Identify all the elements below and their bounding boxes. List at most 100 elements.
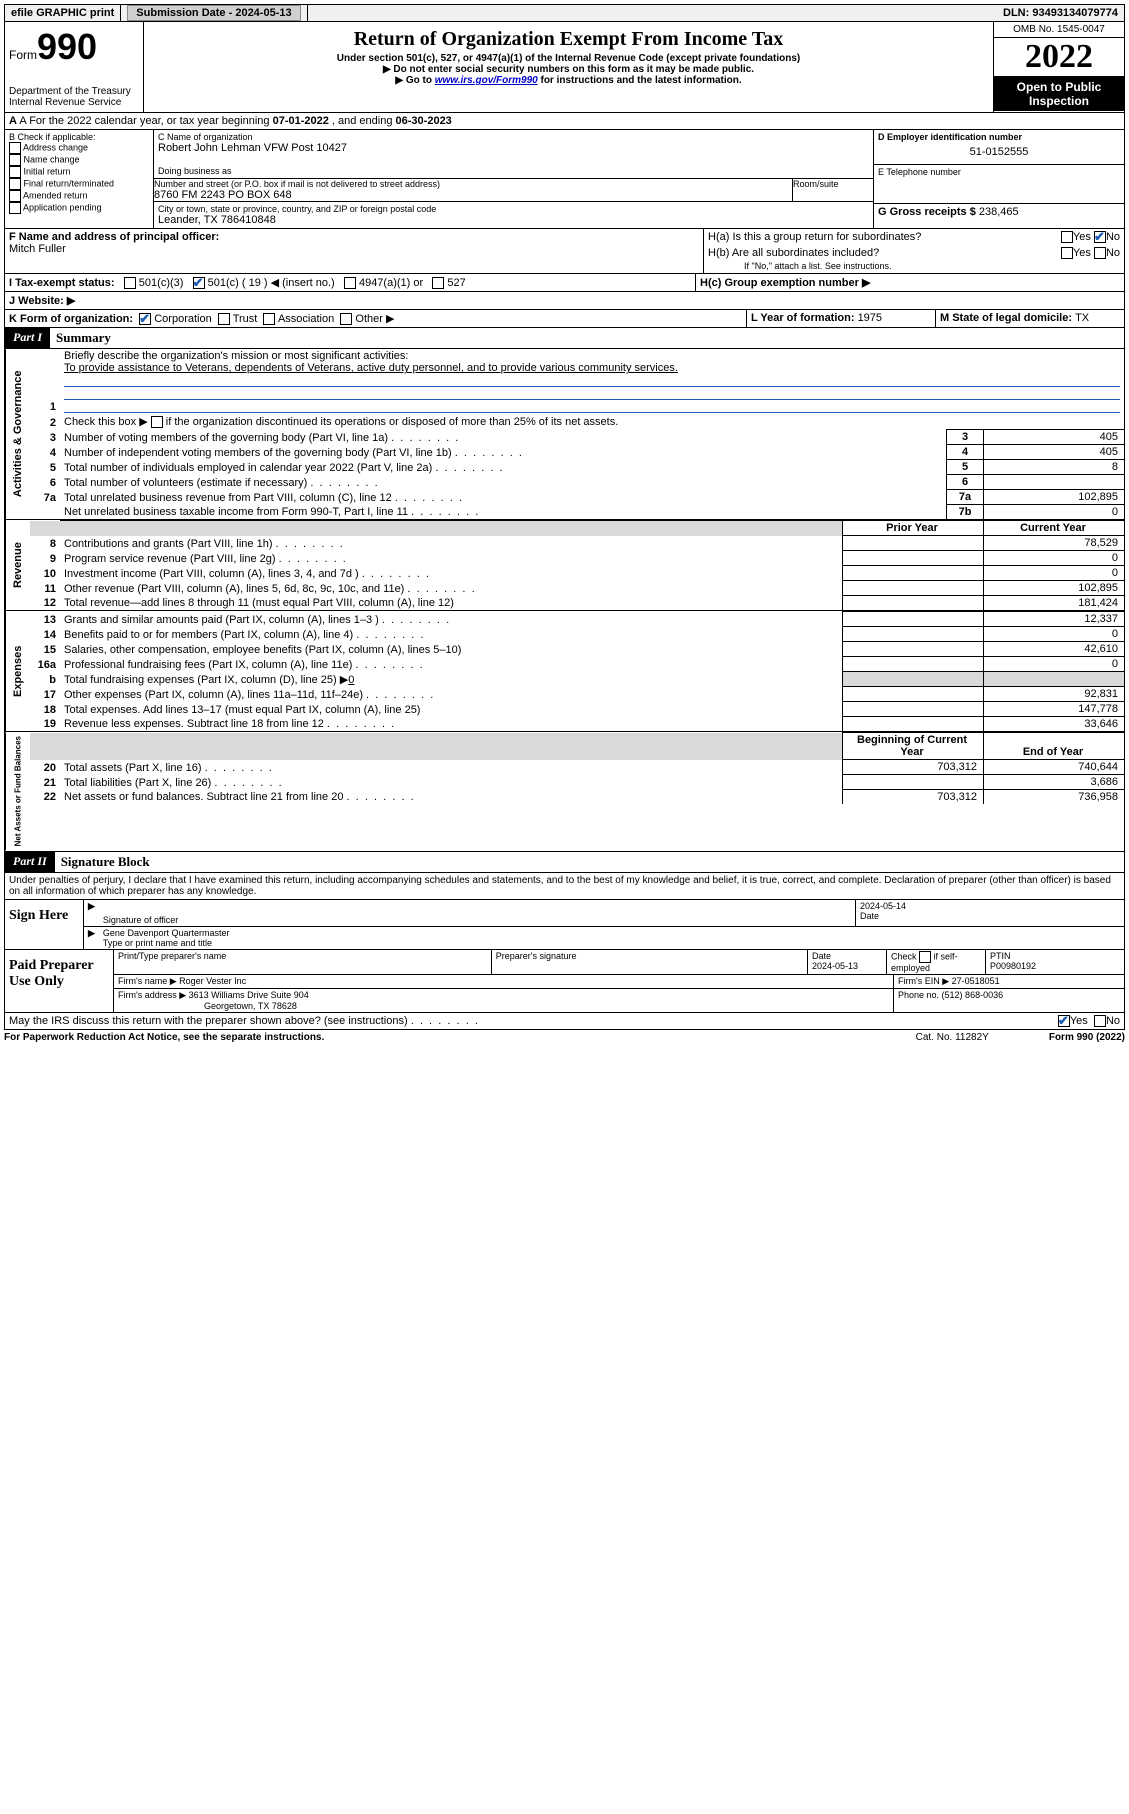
signature-block: Under penalties of perjury, I declare th… [4,873,1125,1030]
section-h: H(a) Is this a group return for subordin… [704,229,1124,273]
org-name: Robert John Lehman VFW Post 10427 [158,142,869,154]
section-b-label: B Check if applicable: [9,132,149,142]
part1-title: Summary [50,328,117,348]
form-header: Form990 Department of the Treasury Inter… [4,22,1125,113]
dept-treasury: Department of the Treasury [9,86,139,97]
mission-text: To provide assistance to Veterans, depen… [64,362,678,374]
netassets-block: Net Assets or Fund Balances Beginning of… [4,732,1125,851]
part1-header-row: Part I Summary [4,328,1125,349]
netassets-table: Beginning of Current YearEnd of Year 20T… [30,732,1124,804]
prep-sig-label: Preparer's signature [492,950,808,974]
section-j: J Website: ▶ [4,292,1125,310]
section-k: K Form of organization: Corporation Trus… [5,310,747,327]
may-irs: May the IRS discuss this return with the… [9,1015,1058,1027]
section-m: M State of legal domicile: TX [936,310,1124,327]
check-address[interactable]: Address change [9,142,149,154]
expenses-table: 13Grants and similar amounts paid (Part … [30,611,1124,731]
vert-activities: Activities & Governance [5,349,30,519]
discuss-yes[interactable]: Yes [1058,1015,1088,1027]
check-discontinued[interactable] [151,416,163,428]
subtitle-1: Under section 501(c), 527, or 4947(a)(1)… [148,53,989,64]
check-other[interactable] [340,313,352,325]
check-501c[interactable] [193,277,205,289]
section-hc: H(c) Group exemption number ▶ [696,274,1124,291]
sig-officer-label: Signature of officer [103,915,851,925]
officer-name: Mitch Fuller [9,243,699,255]
section-c: C Name of organization Robert John Lehma… [154,130,874,228]
top-bar: efile GRAPHIC print Submission Date - 20… [4,4,1125,22]
officer-name-title: Gene Davenport Quartermaster [103,928,1120,938]
ein-value: 51-0152555 [878,142,1120,162]
revenue-table: Prior YearCurrent Year 8Contributions an… [30,520,1124,610]
section-l: L Year of formation: 1975 [747,310,936,327]
irs-label: Internal Revenue Service [9,97,139,108]
gross-label: G Gross receipts $ [878,206,979,218]
hb-yes[interactable]: Yes [1061,247,1091,259]
hb-note: If "No," attach a list. See instructions… [704,261,1124,273]
part2-title: Signature Block [55,852,156,872]
submission-button[interactable]: Submission Date - 2024-05-13 [127,5,300,21]
check-selfemployed[interactable] [919,951,931,963]
section-deg: D Employer identification number 51-0152… [874,130,1124,228]
firm-addr2: Georgetown, TX 78628 [118,1001,297,1011]
check-initial[interactable]: Initial return [9,166,149,178]
form-ref: Form 990 (2022) [1049,1032,1125,1043]
check-pending[interactable]: Application pending [9,202,149,214]
vert-netassets: Net Assets or Fund Balances [5,732,30,850]
mission-label: Briefly describe the organization's miss… [64,350,408,362]
form-number: Form990 [9,26,139,68]
vert-expenses: Expenses [5,611,30,731]
room-label: Room/suite [793,179,873,201]
governance-table: 1 Briefly describe the organization's mi… [30,349,1124,519]
check-527[interactable] [432,277,444,289]
firm-name: Roger Vester Inc [179,976,246,986]
i-hc-block: I Tax-exempt status: 501(c)(3) 501(c) ( … [4,274,1125,292]
officer-label: F Name and address of principal officer: [9,231,699,243]
street-value: 8760 FM 2243 PO BOX 648 [154,189,792,201]
check-name[interactable]: Name change [9,154,149,166]
prep-name-label: Print/Type preparer's name [114,950,492,974]
page-footer: For Paperwork Reduction Act Notice, see … [4,1030,1125,1045]
open-public: Open to Public Inspection [994,77,1124,111]
activities-block: Activities & Governance 1 Briefly descri… [4,349,1125,520]
check-final[interactable]: Final return/terminated [9,178,149,190]
check-501c3[interactable] [124,277,136,289]
tax-year: 2022 [994,38,1124,77]
section-f: F Name and address of principal officer:… [5,229,704,273]
header-right: OMB No. 1545-0047 2022 Open to Public In… [993,22,1124,112]
dba-label: Doing business as [158,166,869,176]
irs-link[interactable]: www.irs.gov/Form990 [435,75,538,86]
form-title: Return of Organization Exempt From Incom… [148,28,989,51]
part2-header-row: Part II Signature Block [4,852,1125,873]
header-center: Return of Organization Exempt From Incom… [144,22,993,112]
check-assoc[interactable] [263,313,275,325]
paid-preparer: Paid Preparer Use Only [5,950,113,1012]
dln-cell: DLN: 93493134079774 [997,5,1124,21]
arrow-icon: ▶ [84,900,99,926]
fh-block: F Name and address of principal officer:… [4,229,1125,274]
name-title-label: Type or print name and title [103,938,1120,948]
submission-date-cell: Submission Date - 2024-05-13 [121,5,307,21]
part1-header: Part I [5,328,50,348]
street-label: Number and street (or P.O. box if mail i… [154,179,792,189]
city-label: City or town, state or province, country… [158,204,869,214]
vert-revenue: Revenue [5,520,30,610]
ha-label: H(a) Is this a group return for subordin… [708,231,1061,243]
check-4947[interactable] [344,277,356,289]
section-b: B Check if applicable: Address change Na… [5,130,154,228]
revenue-block: Revenue Prior YearCurrent Year 8Contribu… [4,520,1125,611]
pra-notice: For Paperwork Reduction Act Notice, see … [4,1032,324,1043]
sign-here: Sign Here [5,900,83,949]
sig-date: 2024-05-14 [860,901,1120,911]
header-left: Form990 Department of the Treasury Inter… [5,22,144,112]
arrow-icon: ▶ [84,927,99,949]
subtitle-2: ▶ Do not enter social security numbers o… [148,64,989,75]
check-corp[interactable] [139,313,151,325]
discuss-no[interactable]: No [1088,1015,1120,1027]
check-trust[interactable] [218,313,230,325]
ha-no[interactable]: No [1091,231,1120,243]
hb-no[interactable]: No [1091,247,1120,259]
check-amended[interactable]: Amended return [9,190,149,202]
city-value: Leander, TX 786410848 [158,214,869,226]
ha-yes[interactable]: Yes [1061,231,1091,243]
